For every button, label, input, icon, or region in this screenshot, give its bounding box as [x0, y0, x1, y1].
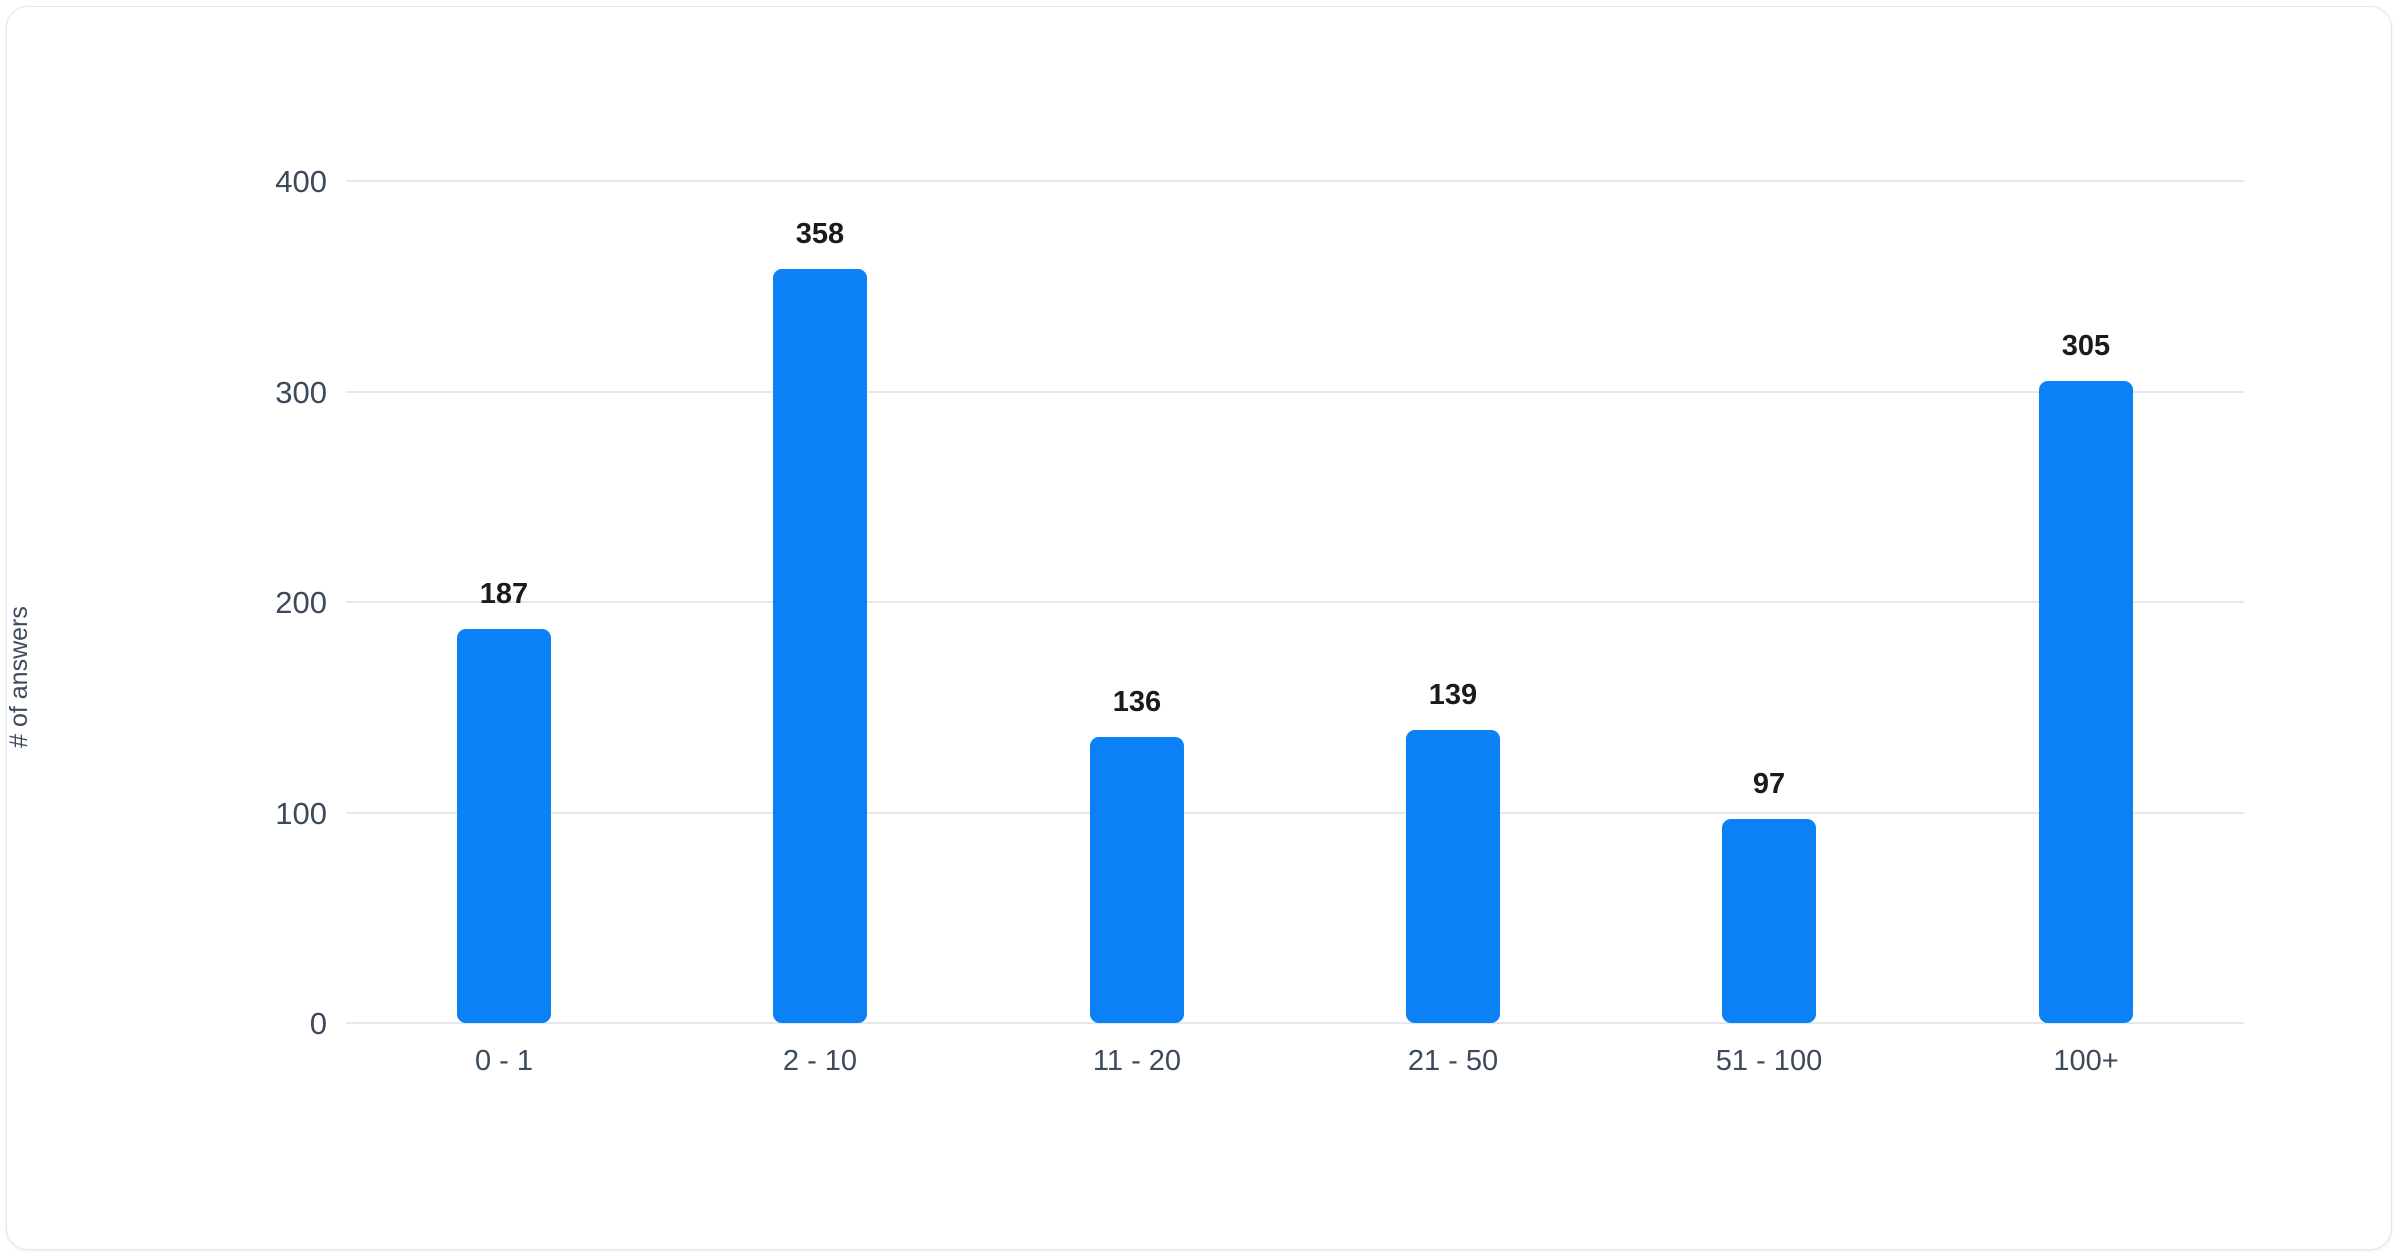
bar-group: 305 100+ [1928, 181, 2244, 1076]
y-tick-label-400: 400 [275, 164, 327, 199]
bar-group: 358 2 - 10 [662, 181, 978, 1076]
bar-value-label: 305 [2061, 330, 2111, 362]
bar[interactable] [1090, 737, 1184, 1023]
bar-chart: 400 300 200 100 0 # of answers 187 0 - 1… [6, 7, 2391, 1249]
gridline-100 [346, 812, 2244, 814]
y-tick-label-0: 0 [309, 1006, 327, 1041]
gridline-300 [346, 391, 2244, 393]
plot-area: 187 0 - 1 358 2 - 10 136 11 - 20 139 21 … [346, 181, 2244, 1076]
x-tick-label: 0 - 1 [474, 1045, 534, 1077]
bar[interactable] [1406, 730, 1500, 1023]
bar-group: 97 51 - 100 [1611, 181, 1927, 1076]
y-axis-title: # of answers [6, 606, 33, 748]
y-tick-label-100: 100 [275, 796, 327, 831]
x-tick-label: 21 - 50 [1407, 1045, 1499, 1077]
bar[interactable] [2039, 381, 2133, 1023]
gridline-0 [346, 1022, 2244, 1024]
bar-group: 136 11 - 20 [979, 181, 1295, 1076]
bar[interactable] [457, 629, 551, 1023]
chart-card: 400 300 200 100 0 # of answers 187 0 - 1… [6, 6, 2392, 1250]
bar-value-label: 136 [1112, 686, 1162, 718]
bar-value-label: 187 [479, 578, 529, 610]
bar-group: 139 21 - 50 [1295, 181, 1611, 1076]
x-tick-label: 100+ [2053, 1045, 2119, 1077]
x-tick-label: 11 - 20 [1092, 1045, 1182, 1077]
bar-value-label: 139 [1428, 679, 1478, 711]
bar-group: 187 0 - 1 [346, 181, 662, 1076]
x-tick-label: 51 - 100 [1715, 1045, 1823, 1077]
bar-value-label: 97 [1752, 768, 1786, 800]
y-tick-label-300: 300 [275, 375, 327, 410]
bar[interactable] [773, 269, 867, 1023]
gridline-400 [346, 180, 2244, 182]
bar-value-label: 358 [795, 218, 845, 250]
x-tick-label: 2 - 10 [782, 1045, 858, 1077]
bar[interactable] [1722, 819, 1816, 1023]
y-tick-label-200: 200 [275, 585, 327, 620]
gridline-200 [346, 601, 2244, 603]
